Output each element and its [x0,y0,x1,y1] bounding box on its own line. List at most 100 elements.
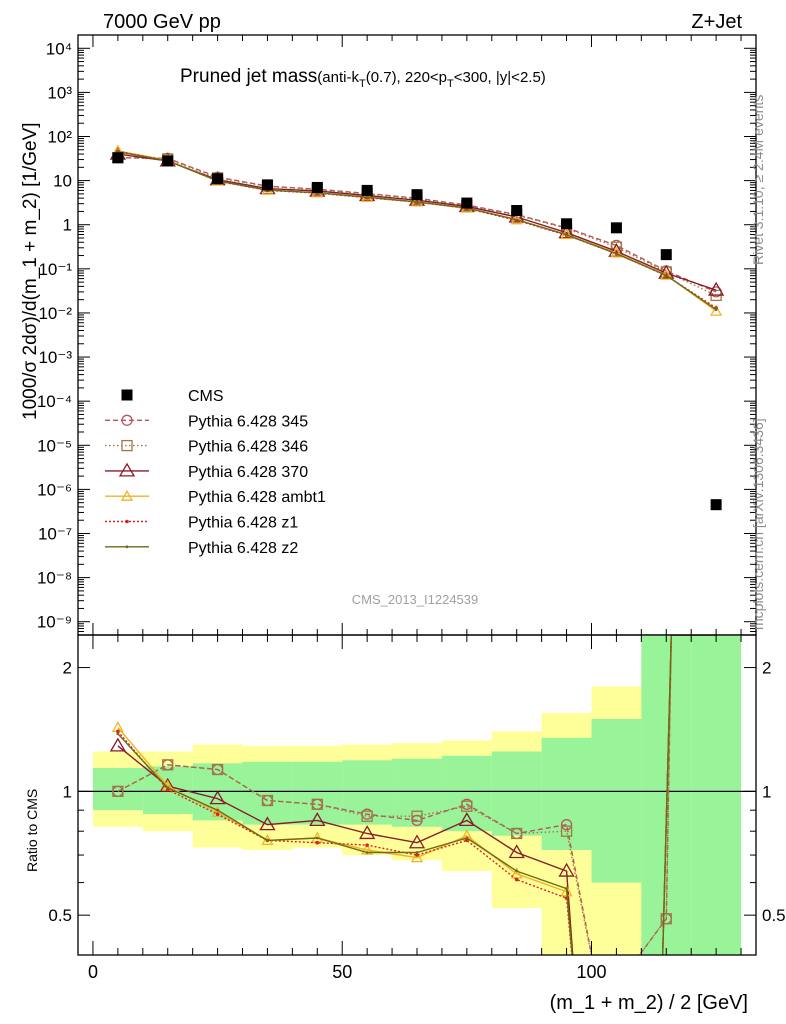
chart-title-detail-c: <300, |y|<2.5) [454,69,546,86]
chart-title-main: Pruned jet mass [180,66,317,87]
point-z2 [565,233,568,237]
series-line-ambt1 [117,150,717,312]
ratio-line-p370 [117,635,717,955]
ratio-line-z1 [117,635,717,955]
main-y-tick-label: 1 [63,216,72,235]
main-y-tick-label: 10⁴ [46,39,72,58]
ratio-point-z2 [266,838,269,842]
legend-label: Pythia 6.428 z1 [188,515,298,532]
analysis-watermark: CMS_2013_I1224539 [352,592,479,607]
point-z2 [365,195,369,199]
ratio-point-p346 [162,759,174,771]
ratio-point-p370 [458,812,475,827]
chart-title-sub-b: T [447,78,454,90]
cms-point [261,179,273,191]
legend-label: Pythia 6.428 370 [188,464,308,481]
uncertainty-band-inner [591,718,642,883]
ratio-point-z2 [166,786,170,790]
ratio-point-z2 [365,851,369,854]
legend-entry: Pythia 6.428 345 [105,413,308,430]
ratio-point-z2 [216,808,219,812]
series-line-z1 [117,150,717,309]
point-p370 [707,281,725,296]
cms-point [461,197,473,209]
point-z2 [664,273,668,277]
legend-marker [121,439,133,452]
x-axis-label: (m_1 + m_2) / 2 [GeV] [550,992,748,1014]
legend-marker [121,389,133,401]
mcplots-label: mcplots.cern.ch [arXiv:1306.3436] [750,418,766,630]
main-y-tick-label: 10⁻⁴ [37,392,72,411]
cms-point [561,218,573,230]
ratio-point-z1 [465,838,469,843]
ratio-point-p370 [109,737,127,752]
legend-entry: Pythia 6.428 346 [105,439,308,456]
ratio-point-z2 [465,836,469,840]
ratio-point-z1 [365,843,369,847]
legend-label: Pythia 6.428 345 [188,413,308,430]
point-z2 [615,252,618,256]
ratio-point-p346 [211,763,224,776]
point-p370 [558,224,575,239]
legend-marker [125,545,129,549]
ratio-panel: 0.5 0.5 1 1 2 2 0 50 100 [48,634,786,982]
header-right: Z+Jet [691,11,742,33]
ratio-point-p345 [560,818,573,831]
ratio-point-z1 [116,729,120,734]
ratio-point-p370 [408,834,426,849]
main-y-tick-label: 10⁻⁸ [37,569,72,588]
ratio-line-p346 [117,635,717,955]
legend-marker [125,519,129,524]
legend-label: Pythia 6.428 z2 [188,540,298,557]
ratio-point-z1 [215,812,220,816]
ratio-point-p370 [259,816,276,831]
main-y-tick-label: 10⁻² [38,304,72,323]
legend-label: Pythia 6.428 ambt1 [188,489,326,506]
ratio-point-z2 [515,869,519,873]
cms-point [610,222,622,234]
legend-label: CMS [188,388,224,405]
legend-entry: CMS [121,388,224,405]
header-left: 7000 GeV pp [103,11,221,33]
legend-marker [120,489,134,501]
legend-entry: Pythia 6.428 z2 [105,540,298,557]
ratio-point-p346 [311,798,323,810]
x-tick-label: 0 [88,962,98,982]
rivet-label: Rivet 3.1.10, ≥ 2.4M events [750,95,766,265]
ratio-point-p370 [508,844,525,859]
point-z2 [515,218,519,222]
ratio-y-tick-label-right: 2 [762,659,771,678]
main-y-tick-label: 10⁻¹ [38,260,72,279]
ratio-point-p346 [511,827,523,840]
series-line-p345 [117,157,717,293]
point-ambt1 [710,304,723,316]
chart-title-detail-b: (0.7), 220<p [366,69,447,86]
ratio-y-axis-label: Ratio to CMS [24,789,40,872]
ratio-y-tick-label-right: 1 [762,782,771,801]
cms-point [411,189,423,201]
legend-entry: Pythia 6.428 ambt1 [105,489,326,506]
legend-marker [121,414,133,426]
ratio-line-ambt1 [117,635,717,955]
uncertainty-band-inner [441,755,492,832]
uncertainty-band-inner [491,751,542,836]
ratio-point-z1 [315,840,320,845]
ratio-y-tick-label-right: 0.5 [762,906,786,925]
main-y-tick-label: 10 [53,172,72,191]
point-z2 [714,308,718,311]
main-plot-frame [77,34,757,636]
ratio-point-p370 [309,812,326,827]
ratio-point-p370 [359,825,376,840]
ratio-point-p346 [361,810,373,822]
ratio-point-p346 [261,794,274,807]
cms-point [212,173,224,185]
cms-point [361,184,373,196]
cms-point [660,249,672,261]
point-p370 [658,264,675,279]
x-tick-label: 100 [576,962,606,982]
ratio-point-p346 [112,785,124,798]
ratio-point-z2 [116,732,120,736]
uncertainty-band-inner [342,760,393,825]
point-z2 [415,200,419,204]
uncertainty-band-inner [541,737,592,851]
